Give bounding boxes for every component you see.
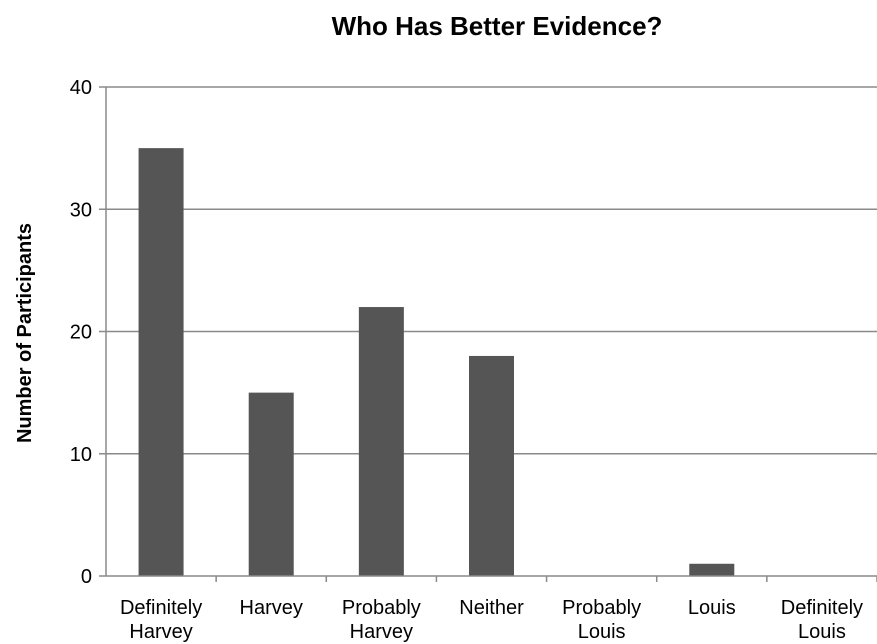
x-tick-label: Probably Harvey	[342, 597, 421, 643]
bar	[248, 392, 294, 576]
x-tick-label-line: Louis	[688, 597, 736, 619]
x-tick-label-line: Harvey	[240, 597, 303, 619]
bar	[689, 563, 735, 576]
chart-title: Who Has Better Evidence?	[332, 11, 663, 41]
axes	[105, 87, 877, 582]
x-tick-label: Louis	[688, 597, 736, 619]
y-tick-label: 30	[70, 199, 92, 221]
x-tick-label-line: Louis	[578, 621, 626, 643]
y-tick-label: 40	[70, 77, 92, 99]
x-tick-label: Probably Louis	[562, 597, 641, 643]
x-tick-label-line: Neither	[459, 597, 524, 619]
x-tick-label: Neither	[459, 597, 524, 619]
y-tick-label: 20	[70, 322, 92, 344]
x-tick-label: Definitely Louis	[781, 597, 863, 643]
x-tick-label-line: Definitely	[120, 597, 202, 619]
y-tick-labels: 0 10 20 30 40	[70, 77, 106, 588]
bar	[469, 355, 514, 576]
x-tick-label-line: Definitely	[781, 597, 863, 619]
x-tick-label-line: Harvey	[350, 621, 413, 643]
x-tick-label-line: Probably	[342, 597, 421, 619]
bar	[138, 148, 184, 576]
x-tick-label: Harvey	[240, 597, 303, 619]
x-tick-label-line: Louis	[798, 621, 846, 643]
bars	[138, 148, 735, 576]
y-tick-label: 10	[70, 444, 92, 466]
x-tick-label-line: Harvey	[129, 621, 192, 643]
y-axis-label: Number of Participants	[14, 223, 36, 443]
bar	[358, 307, 404, 576]
x-tick-label: Definitely Harvey	[120, 597, 202, 643]
y-tick-label: 0	[81, 566, 92, 588]
x-tick-label-line: Probably	[562, 597, 641, 619]
